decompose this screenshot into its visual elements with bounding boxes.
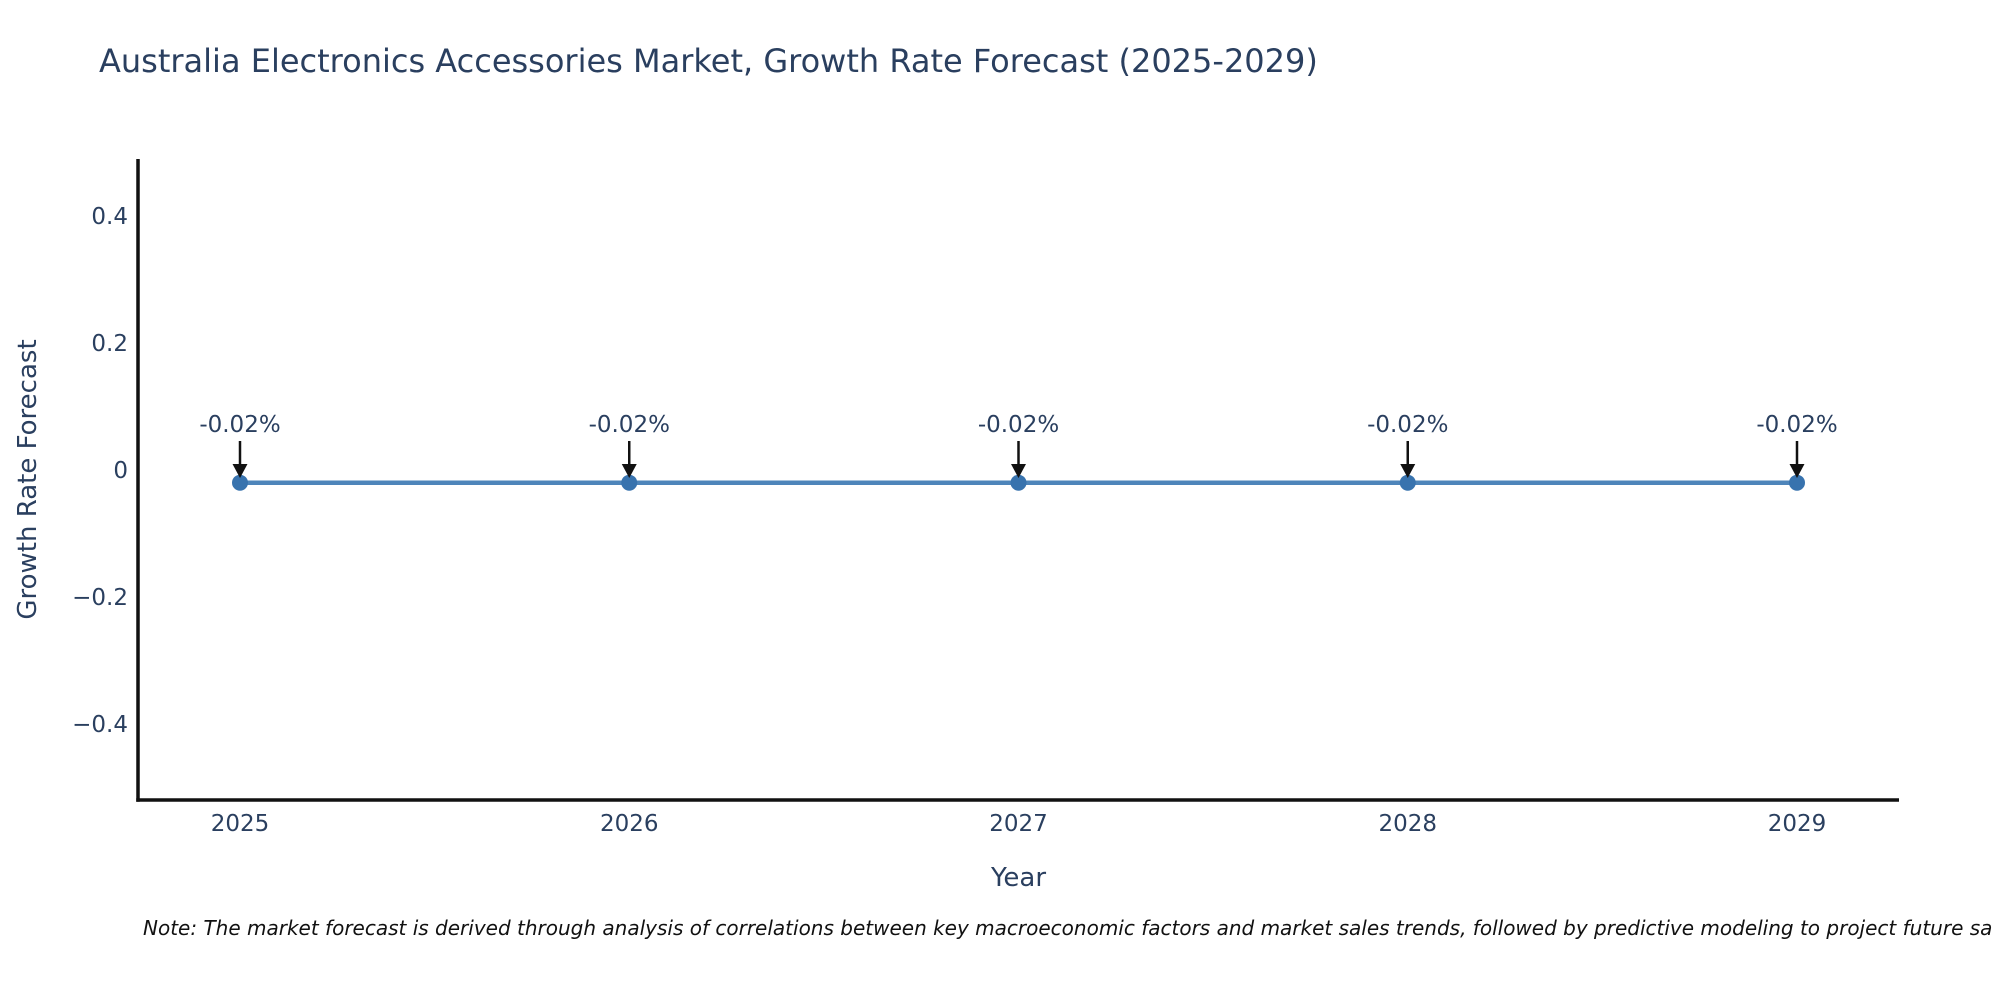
x-tick-label: 2026 bbox=[600, 811, 659, 837]
chart-title: Australia Electronics Accessories Market… bbox=[99, 42, 1318, 80]
data-point-marker[interactable] bbox=[621, 474, 638, 491]
y-tick-label: 0.2 bbox=[91, 331, 128, 357]
data-point-marker[interactable] bbox=[1789, 474, 1805, 491]
data-point-marker[interactable] bbox=[232, 474, 248, 491]
annotation-arrowhead bbox=[232, 464, 248, 478]
data-point-marker[interactable] bbox=[1399, 474, 1416, 491]
annotation-label: -0.02% bbox=[199, 412, 280, 438]
y-tick-label: 0.4 bbox=[91, 204, 128, 230]
chart-footnote: Note: The market forecast is derived thr… bbox=[143, 916, 1993, 940]
y-tick-label: −0.2 bbox=[72, 585, 128, 611]
annotation-arrowhead bbox=[1789, 464, 1805, 478]
annotation-label: -0.02% bbox=[1756, 412, 1837, 438]
y-tick-label: −0.4 bbox=[72, 712, 128, 738]
annotation-arrowhead bbox=[1400, 464, 1416, 478]
x-tick-label: 2028 bbox=[1378, 811, 1437, 837]
x-tick-label: 2027 bbox=[989, 811, 1048, 837]
x-tick-label: 2025 bbox=[211, 811, 270, 837]
y-tick-label: 0 bbox=[113, 458, 128, 484]
data-point-marker[interactable] bbox=[1010, 474, 1027, 491]
annotation-label: -0.02% bbox=[1367, 412, 1448, 438]
annotation-label: -0.02% bbox=[589, 412, 670, 438]
annotation-label: -0.02% bbox=[978, 412, 1059, 438]
x-axis-title: Year bbox=[990, 863, 1046, 893]
annotation-arrowhead bbox=[1011, 464, 1026, 478]
x-tick-label: 2029 bbox=[1768, 811, 1827, 837]
y-axis-title: Growth Rate Forecast bbox=[13, 339, 43, 619]
annotation-arrowhead bbox=[621, 464, 637, 478]
